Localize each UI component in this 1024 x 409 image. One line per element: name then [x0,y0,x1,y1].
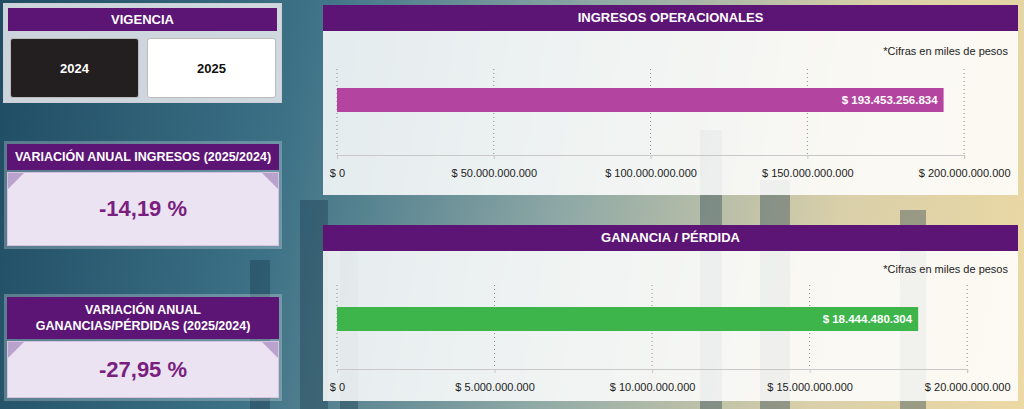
tick: $ 0 [330,155,345,179]
tick-label: $ 100.000.000.000 [605,167,697,179]
tick-label: $ 20.000.000.000 [925,381,1011,393]
kpi-title: VARIACIÓN ANUAL GANANCIAS/PÉRDIDAS (2025… [7,297,279,339]
axis-line [338,370,968,374]
filter-title: VIGENCIA [8,8,277,31]
tick-mark [964,155,965,159]
axis-line [338,156,965,160]
tick-mark [337,155,338,159]
tick-mark [810,369,811,373]
kpi-card: VARIACIÓN ANUAL GANANCIAS/PÉRDIDAS (2025… [4,294,282,401]
kpi-title: VARIACIÓN ANUAL INGRESOS (2025/2024) [7,144,279,170]
tick-label: $ 0 [330,381,345,393]
year-button[interactable]: 2025 [147,38,276,98]
bar [337,307,918,331]
tick-label: $ 150.000.000.000 [762,167,854,179]
tick-mark [807,155,808,159]
tick: $ 15.000.000.000 [767,369,853,393]
tick-label: $ 5.000.000.000 [455,381,535,393]
tick: $ 0 [330,369,345,393]
tick-mark [651,155,652,159]
tick: $ 100.000.000.000 [605,155,697,179]
chart-title: INGRESOS OPERACIONALES [323,5,1018,31]
kpi-value: -14,19 % [99,196,187,222]
kpi-card: VARIACIÓN ANUAL INGRESOS (2025/2024) -14,… [4,141,282,249]
chart-panel: GANANCIA / PÉRDIDA*Cifras en miles de pe… [323,225,1018,401]
tick-mark [967,369,968,373]
tick-label: $ 0 [330,167,345,179]
x-axis: $ 0 $ 50.000.000.000 $ 100.000.000.000 $ 15… [330,155,1011,179]
kpi-value: -27,95 % [99,357,187,383]
data-labels: $ 18.444.480.304 [823,313,913,325]
x-axis: $ 0 $ 5.000.000.000 $ 10.000.000.000 $ 15.0… [330,369,1011,393]
tick-label: $ 200.000.000.000 [919,167,1011,179]
chart-panel: INGRESOS OPERACIONALES*Cifras en miles d… [323,5,1018,195]
chart-title: GANANCIA / PÉRDIDA [323,225,1018,251]
filter-panel: VIGENCIA 20242025 [3,3,282,103]
tick: $ 10.000.000.000 [610,369,696,393]
tick-label: $ 15.000.000.000 [767,381,853,393]
kpi-body: -27,95 % [7,341,279,398]
tick-mark [495,369,496,373]
chart-note: *Cifras en miles de pesos [883,45,1008,57]
grid-line [964,69,965,155]
bars [337,88,944,112]
chart-svg: *Cifras en miles de pesos $ 193.453.256.8… [323,31,1018,195]
data-labels: $ 193.453.256.834 [842,94,939,106]
kpi-corner [8,173,24,189]
tick: $ 20.000.000.000 [925,369,1011,393]
grid [337,69,964,155]
tick: $ 50.000.000.000 [451,155,537,179]
tick-label: $ 10.000.000.000 [610,381,696,393]
chart-svg: *Cifras en miles de pesos $ 18.444.480.30… [323,251,1018,401]
tick: $ 150.000.000.000 [762,155,854,179]
year-button[interactable]: 2024 [10,38,139,98]
tick: $ 5.000.000.000 [455,369,535,393]
data-label: $ 18.444.480.304 [823,313,913,325]
tick-mark [494,155,495,159]
kpi-corner [262,173,278,189]
kpi-body: -14,19 % [7,172,279,246]
chart-note: *Cifras en miles de pesos [883,263,1008,275]
bar [337,88,944,112]
kpi-corner [262,342,278,358]
tick-label: $ 50.000.000.000 [451,167,537,179]
tick-mark [337,369,338,373]
tick-mark [652,369,653,373]
tick: $ 200.000.000.000 [919,155,1011,179]
bars [337,307,918,331]
grid [337,285,967,369]
kpi-corner [8,342,24,358]
grid-line [967,285,968,369]
data-label: $ 193.453.256.834 [842,94,939,106]
